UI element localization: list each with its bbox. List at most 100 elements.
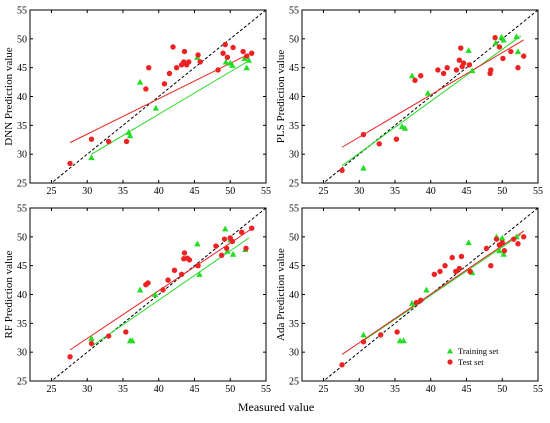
training-point	[513, 33, 520, 40]
x-tick-label: 25	[46, 186, 56, 197]
test-point	[161, 81, 168, 87]
test-point	[453, 67, 460, 73]
test-point	[230, 44, 236, 51]
x-tick-label: 50	[225, 186, 235, 197]
training-point	[500, 250, 507, 257]
training-point	[500, 36, 507, 43]
training-point	[196, 271, 203, 277]
test-point	[171, 267, 178, 273]
y-axis-label: PLS Prediction value	[275, 50, 287, 144]
y-tick-label: 40	[17, 92, 27, 103]
y-tick-label: 35	[17, 121, 27, 132]
test-point	[499, 239, 505, 246]
panel-dnn: 25 30 35 40 45 50 55 25 30 35 40 45 50 55 DNN Predicti…	[3, 6, 271, 198]
legend-test-label: Test set	[458, 357, 484, 367]
y-tick-label: 40	[289, 290, 299, 301]
x-tick-label: 45	[461, 186, 471, 197]
y-tick-label: 25	[17, 377, 27, 388]
y-tick-label: 35	[17, 319, 27, 330]
test-point	[67, 160, 73, 167]
test-point	[223, 245, 230, 252]
x-tick-label: 55	[533, 384, 543, 395]
y-axis-label: RF Prediction value	[3, 250, 15, 338]
test-point	[493, 236, 500, 242]
training-point	[125, 129, 132, 135]
test-point	[213, 243, 219, 249]
training-point	[465, 47, 472, 53]
x-tick-label: 45	[189, 186, 199, 197]
y-tick-label: 25	[17, 179, 27, 190]
training-point	[408, 72, 416, 79]
global-x-axis-label: Measured value	[238, 400, 314, 414]
test-point	[160, 287, 166, 293]
x-tick-label: 35	[118, 384, 128, 395]
test-point	[105, 333, 112, 339]
y-tick-label: 35	[289, 121, 299, 132]
x-tick-label: 30	[82, 384, 92, 395]
test-point	[418, 73, 424, 79]
panels: 25 30 35 40 45 50 55 25 30 35 40 45 50 55 DNN Predicti…	[3, 6, 543, 396]
test-point	[229, 238, 236, 245]
test-point	[166, 70, 173, 77]
training-point	[492, 39, 500, 46]
identity-line	[50, 10, 266, 183]
x-tick-label: 40	[426, 384, 436, 395]
test-point	[248, 50, 255, 56]
training-point	[136, 78, 144, 85]
test-point	[515, 241, 521, 247]
training-point	[469, 67, 476, 74]
y-tick-label: 25	[289, 377, 299, 388]
test-point	[195, 262, 201, 269]
test-point	[453, 268, 459, 275]
training-point	[465, 239, 472, 246]
y-tick-label: 35	[289, 319, 299, 330]
y-tick-label: 40	[289, 92, 299, 103]
fit-line-test	[341, 230, 524, 355]
x-tick-label: 50	[497, 384, 507, 395]
training-point	[194, 240, 201, 247]
training-point	[151, 291, 159, 298]
y-tick-label: 50	[17, 34, 27, 45]
panel-rf: 25 30 35 40 45 50 55 25 30 35 40 45 50 55 RF Predictio…	[3, 204, 271, 396]
y-tick-label: 45	[17, 261, 27, 272]
test-point	[243, 53, 250, 59]
x-tick-label: 25	[46, 384, 56, 395]
training-point	[401, 125, 409, 131]
test-point	[440, 70, 447, 77]
test-point	[501, 247, 508, 254]
x-tick-label: 35	[390, 186, 400, 197]
test-point	[431, 271, 438, 278]
test-point	[520, 53, 527, 59]
y-tick-label: 45	[289, 261, 299, 272]
test-point	[412, 77, 418, 84]
test-point	[224, 54, 231, 60]
test-point	[444, 64, 450, 71]
test-point	[435, 67, 441, 73]
test-point	[488, 67, 494, 73]
y-tick-label: 50	[289, 34, 299, 45]
legend-test-marker	[447, 359, 453, 365]
test-point	[508, 48, 514, 55]
test-point	[243, 245, 249, 252]
test-point	[170, 44, 176, 50]
test-point	[123, 138, 130, 145]
x-tick-label: 55	[533, 186, 543, 197]
test-point	[240, 48, 246, 55]
legend-training-label: Training set	[458, 346, 499, 356]
test-point	[458, 253, 465, 260]
test-point	[220, 50, 226, 56]
test-point	[467, 268, 473, 275]
test-point	[510, 236, 517, 242]
x-tick-label: 45	[189, 384, 199, 395]
y-tick-label: 45	[289, 63, 299, 74]
test-point	[456, 57, 463, 63]
y-tick-label: 55	[17, 6, 27, 17]
panel-pls: 25 30 35 40 45 50 55 25 30 35 40 45 50 55 PLS Predicti…	[275, 6, 543, 198]
training-point	[88, 335, 95, 341]
test-point	[449, 254, 455, 261]
x-tick-label: 40	[426, 186, 436, 197]
test-point	[248, 225, 255, 231]
y-tick-label: 55	[17, 204, 27, 215]
training-point	[222, 225, 229, 232]
